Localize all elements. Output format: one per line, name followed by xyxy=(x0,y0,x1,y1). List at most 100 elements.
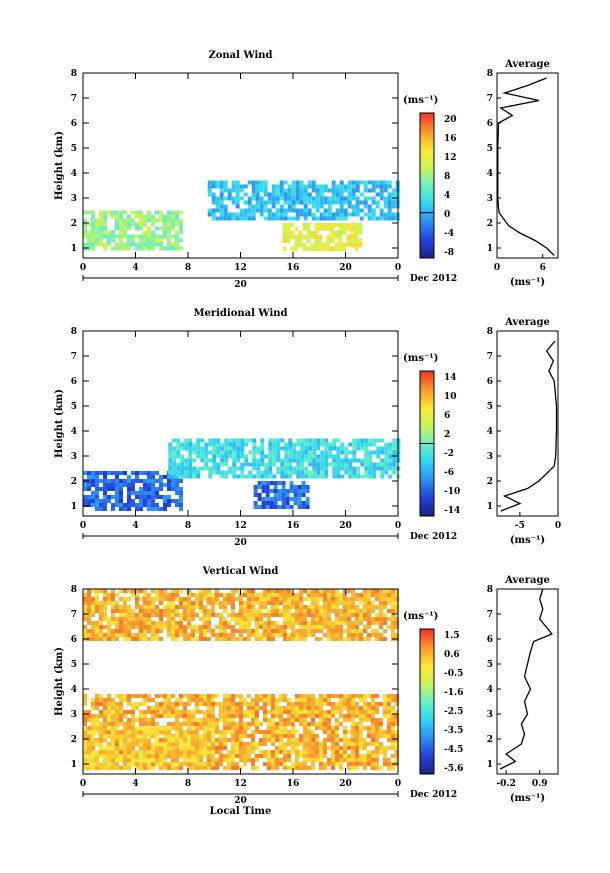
heatmap-cell xyxy=(179,633,183,637)
heatmap-cell xyxy=(159,507,163,511)
heatmap-cell xyxy=(295,702,299,706)
heatmap-cell xyxy=(107,722,111,726)
heatmap-cell xyxy=(199,597,203,601)
heatmap-cell xyxy=(259,738,263,742)
heatmap-cell xyxy=(143,718,147,722)
heatmap-cell xyxy=(352,458,357,463)
heatmap-cell xyxy=(236,474,241,479)
heatmap-cell xyxy=(379,621,383,625)
heatmap-cell xyxy=(356,474,361,479)
heatmap-cell xyxy=(255,204,260,209)
heatmap-cell xyxy=(159,589,163,593)
heatmap-cell xyxy=(175,722,179,726)
heatmap-cell xyxy=(290,235,295,239)
heatmap-cell xyxy=(285,497,290,501)
heatmap-cell xyxy=(91,758,95,763)
heatmap-cell xyxy=(331,621,335,625)
y-tick-label: 4 xyxy=(71,685,77,695)
heatmap-cell xyxy=(183,746,187,751)
heatmap-cell xyxy=(223,184,228,189)
x-tick-label: 0 xyxy=(80,521,86,531)
heatmap-cell xyxy=(276,470,281,475)
heatmap-cell xyxy=(323,601,327,605)
heatmap-cell xyxy=(392,458,397,463)
heatmap-cell xyxy=(263,188,268,193)
heatmap-cell xyxy=(291,605,295,609)
heatmap-cell xyxy=(360,438,365,443)
heatmap-cell xyxy=(336,450,341,455)
heatmap-cell xyxy=(235,216,240,221)
heatmap-cell xyxy=(91,597,95,601)
heatmap-cell xyxy=(171,601,175,605)
heatmap-cell xyxy=(87,503,91,507)
heatmap-cell xyxy=(304,450,309,455)
heatmap-cell xyxy=(351,212,356,217)
heatmap-cell xyxy=(139,597,143,601)
heatmap-cell xyxy=(291,746,295,750)
heatmap-cell xyxy=(264,470,269,475)
heatmap-cell xyxy=(227,637,231,641)
heatmap-cell xyxy=(167,750,171,755)
heatmap-cell xyxy=(247,629,251,633)
heatmap-cell xyxy=(395,742,399,746)
heatmap-cell xyxy=(351,613,355,617)
heatmap-cell xyxy=(143,617,147,621)
heatmap-cell xyxy=(179,507,183,511)
heatmap-cell xyxy=(139,613,143,617)
heatmap-cell xyxy=(271,702,275,706)
heatmap-cell xyxy=(95,242,99,247)
heatmap-cell xyxy=(155,210,159,215)
heatmap-cell xyxy=(175,230,179,235)
heatmap-cell xyxy=(335,605,339,609)
heatmap-cell xyxy=(115,617,119,621)
heatmap-cell xyxy=(191,617,195,621)
heatmap-cell xyxy=(395,730,399,734)
heatmap-cell xyxy=(139,246,143,251)
heatmap-cell xyxy=(319,754,323,758)
heatmap-cell xyxy=(95,625,99,629)
heatmap-cell xyxy=(268,470,273,475)
heatmap-cell xyxy=(291,216,296,221)
heatmap-cell xyxy=(259,200,264,205)
heatmap-cell xyxy=(283,754,287,758)
heatmap-cell xyxy=(147,230,151,235)
heatmap-cell xyxy=(375,738,379,742)
heatmap-cell xyxy=(127,597,131,601)
heatmap-cell xyxy=(224,442,229,447)
heatmap-cell xyxy=(335,208,340,213)
heatmap-cell xyxy=(231,754,235,758)
heatmap-cell xyxy=(315,184,320,189)
heatmap-cell xyxy=(151,589,155,593)
heatmap-cell xyxy=(279,710,283,714)
heatmap-cell xyxy=(115,479,119,483)
heatmap-cell xyxy=(299,208,304,213)
heatmap-cell xyxy=(299,589,303,593)
heatmap-cell xyxy=(111,214,115,219)
heatmap-cell xyxy=(263,738,267,742)
heatmap-cell xyxy=(143,734,147,739)
heatmap-cell xyxy=(311,746,315,750)
date-label: Dec 2012 xyxy=(410,274,457,284)
heatmap-cell xyxy=(271,589,275,593)
heatmap-cell xyxy=(127,487,131,491)
heatmap-cell xyxy=(314,243,319,247)
heatmap-cell xyxy=(147,491,151,495)
heatmap-cell xyxy=(348,442,353,447)
heatmap-cell xyxy=(327,738,331,742)
heatmap-cell xyxy=(344,466,349,471)
heatmap-cell xyxy=(107,730,111,734)
heatmap-cell xyxy=(267,625,271,629)
heatmap-cell xyxy=(143,730,147,734)
heatmap-cell xyxy=(295,609,299,613)
heatmap-cell xyxy=(143,605,147,609)
heatmap-cell xyxy=(212,466,217,471)
heatmap-cell xyxy=(83,601,87,605)
heatmap-cell xyxy=(171,625,175,629)
heatmap-cell xyxy=(372,450,377,455)
heatmap-cell xyxy=(179,714,183,718)
heatmap-cell xyxy=(163,597,167,601)
heatmap-cell xyxy=(151,734,155,739)
heatmap-cell xyxy=(99,621,103,625)
heatmap-cell xyxy=(187,605,191,609)
